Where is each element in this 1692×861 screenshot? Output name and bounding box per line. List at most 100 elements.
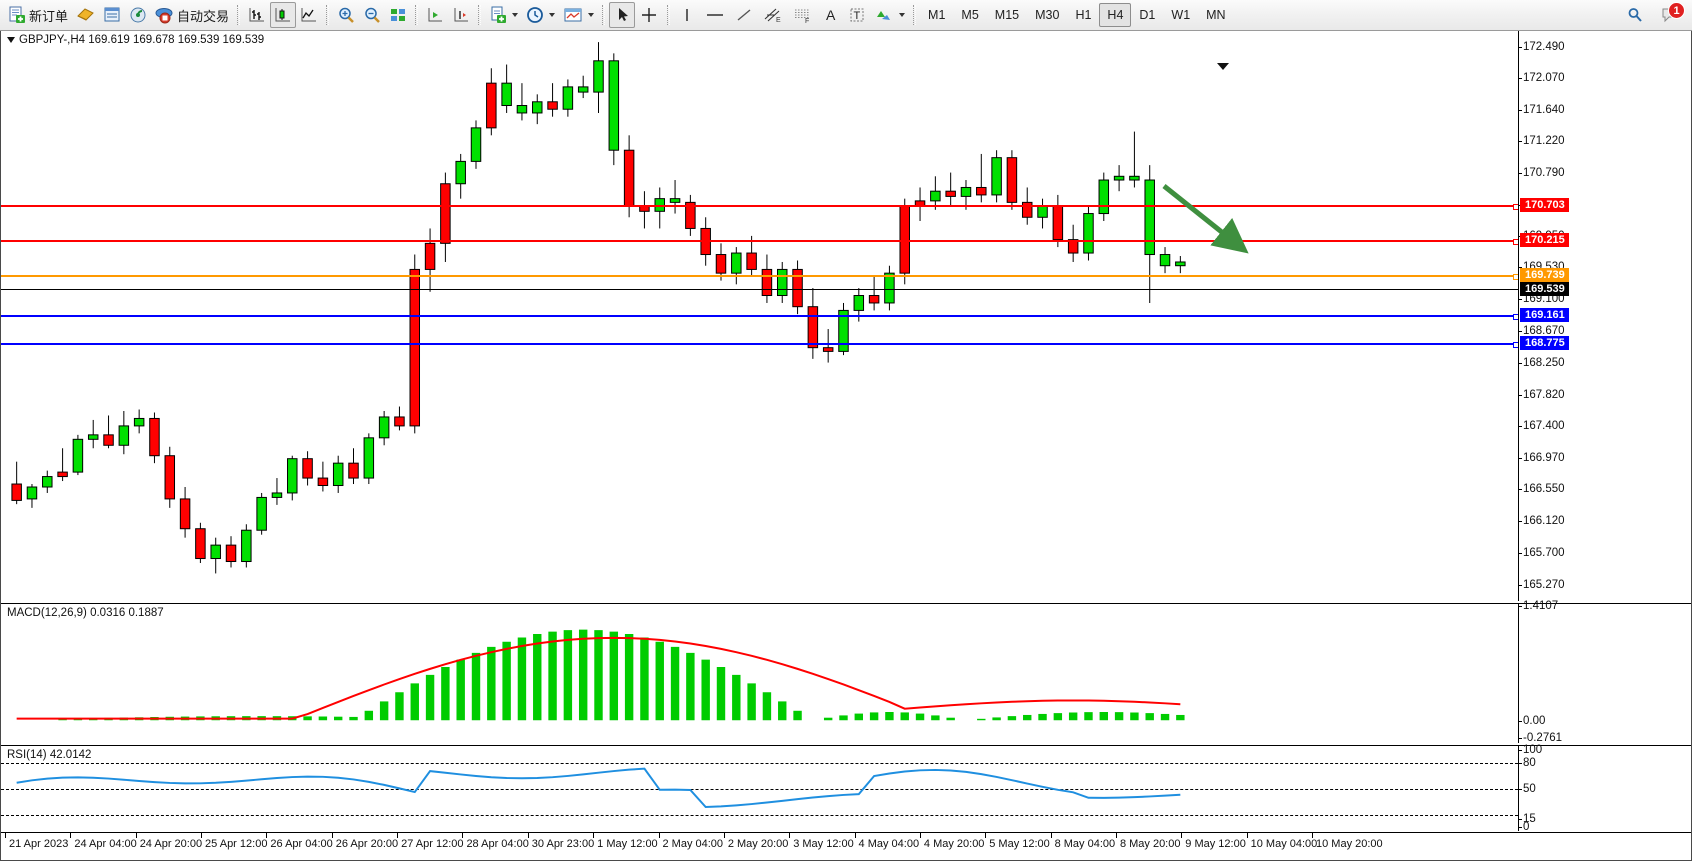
line-handle[interactable] xyxy=(1513,274,1518,280)
macd-pane[interactable]: MACD(12,26,9) 0.0316 0.1887 1.4107 0.00 -0… xyxy=(1,600,1691,744)
level-line-support-1[interactable] xyxy=(1,314,1518,320)
line-handle[interactable] xyxy=(1513,314,1518,320)
timeframe-mn[interactable]: MN xyxy=(1206,8,1226,22)
time-label: 8 May 04:00 xyxy=(1054,838,1116,850)
templates-icon xyxy=(564,8,582,22)
rsi-level-80 xyxy=(1,763,1518,764)
vertical-line-button[interactable] xyxy=(674,2,700,28)
signals-button[interactable] xyxy=(125,2,151,28)
price-plot-area[interactable] xyxy=(1,31,1518,601)
time-label: 3 May 12:00 xyxy=(793,838,854,850)
price-axis[interactable]: 172.490172.070171.640171.220170.790170.3… xyxy=(1518,31,1691,601)
time-label: 25 Apr 12:00 xyxy=(205,838,268,850)
auto-trading-button[interactable]: 自动交易 xyxy=(151,2,233,28)
price-tick: 168.250 xyxy=(1518,356,1565,369)
collapse-triangle-icon[interactable] xyxy=(7,36,15,43)
bar-chart-icon xyxy=(249,8,265,22)
toolbar-separator-6 xyxy=(667,5,671,25)
line-handle[interactable] xyxy=(1513,239,1518,245)
expert-advisor-button[interactable] xyxy=(72,2,99,28)
rsi-tick: 0 xyxy=(1517,821,1530,833)
macd-tick: 1.4107 xyxy=(1517,600,1559,612)
auto-trading-icon xyxy=(155,8,173,24)
candlestick-chart-button[interactable] xyxy=(270,2,297,28)
level-line-resistance-2[interactable] xyxy=(1,239,1518,245)
timeframe-m1[interactable]: M1 xyxy=(928,8,946,22)
zoom-in-button[interactable] xyxy=(333,2,359,28)
price-pane[interactable]: GBPJPY-,H4 169.619 169.678 169.539 169.5… xyxy=(1,31,1691,601)
down-trend-arrow-icon[interactable] xyxy=(1,31,1518,601)
period-button[interactable] xyxy=(522,2,559,28)
templates-dropdown-arrow-icon[interactable] xyxy=(588,13,595,17)
price-tick: 169.100 xyxy=(1518,293,1565,306)
period-clock-icon xyxy=(527,7,543,23)
line-handle[interactable] xyxy=(1513,204,1518,210)
add-indicator-button[interactable] xyxy=(485,2,522,28)
time-label: 21 Apr 2023 xyxy=(9,838,69,850)
chart-shift-button[interactable] xyxy=(448,2,474,28)
timeframe-m15[interactable]: M15 xyxy=(994,8,1020,22)
line-chart-button[interactable] xyxy=(296,2,322,28)
period-dropdown-arrow-icon[interactable] xyxy=(549,13,556,17)
price-tick: 172.490 xyxy=(1518,40,1565,53)
fibonacci-button[interactable]: F xyxy=(788,2,818,28)
equidistant-channel-button[interactable]: E xyxy=(758,2,788,28)
chart-container[interactable]: GBPJPY-,H4 169.619 169.678 169.539 169.5… xyxy=(0,31,1692,861)
timeframe-h4[interactable]: H4 xyxy=(1099,3,1132,27)
level-line-resistance-1[interactable] xyxy=(1,204,1518,210)
rsi-tick: 15 xyxy=(1518,813,1536,826)
chart-scroll-marker-icon xyxy=(1217,63,1229,70)
bar-chart-button[interactable] xyxy=(244,2,270,28)
search-button[interactable] xyxy=(1622,2,1648,28)
rsi-pane[interactable]: RSI(14) 42.0142 100 80 50 15 0 xyxy=(1,744,1691,833)
time-tick xyxy=(1115,833,1117,838)
level-line-pivot[interactable] xyxy=(1,274,1518,280)
rsi-tick: 100 xyxy=(1517,744,1543,756)
timeframe-d1[interactable]: D1 xyxy=(1139,8,1156,22)
time-label: 2 May 20:00 xyxy=(727,838,789,850)
price-tick: 167.820 xyxy=(1518,388,1565,401)
candlestick-chart-icon xyxy=(275,8,291,22)
notifications-button[interactable]: 1 xyxy=(1658,2,1685,26)
line-handle[interactable] xyxy=(1513,342,1518,348)
svg-text:T: T xyxy=(854,10,861,22)
new-order-button[interactable]: 新订单 xyxy=(4,2,72,28)
price-tick: 172.070 xyxy=(1518,71,1565,84)
indicator-dropdown-arrow-icon[interactable] xyxy=(512,13,519,17)
main-toolbar: 新订单 xyxy=(0,0,1692,31)
shapes-dropdown-arrow-icon[interactable] xyxy=(899,13,906,17)
rsi-plot-area[interactable] xyxy=(1,746,1518,831)
price-tick: 165.700 xyxy=(1518,546,1565,559)
horizontal-line-button[interactable] xyxy=(700,2,730,28)
cursor-button[interactable] xyxy=(609,2,636,28)
macd-plot-area[interactable] xyxy=(1,604,1518,743)
auto-scroll-button[interactable] xyxy=(422,2,448,28)
data-window-grid-button[interactable] xyxy=(385,2,411,28)
time-axis[interactable]: 21 Apr 2023 24 Apr 04:00 24 Apr 20:00 25 Ap… xyxy=(1,832,1691,860)
trendline-button[interactable] xyxy=(730,2,758,28)
level-line-current-price xyxy=(1,289,1518,290)
timeframe-m5[interactable]: M5 xyxy=(961,8,979,22)
zoom-out-button[interactable] xyxy=(359,2,385,28)
rsi-level-15 xyxy=(1,815,1518,816)
time-tick xyxy=(1050,833,1052,838)
price-tick: 166.970 xyxy=(1518,451,1565,464)
time-label: 2 May 04:00 xyxy=(662,838,724,850)
time-tick xyxy=(397,833,399,838)
level-line-support-2[interactable] xyxy=(1,342,1518,348)
timeframe-h1[interactable]: H1 xyxy=(1075,8,1092,22)
text-button[interactable]: A xyxy=(818,2,844,28)
timeframe-w1[interactable]: W1 xyxy=(1171,8,1191,22)
price-badge-resistance-2: 170.215 xyxy=(1520,233,1569,247)
svg-text:E: E xyxy=(776,17,781,24)
crosshair-button[interactable] xyxy=(635,2,663,28)
time-label: 24 Apr 20:00 xyxy=(139,838,203,850)
data-window-button[interactable] xyxy=(99,2,125,28)
expert-advisor-icon xyxy=(77,8,94,21)
shapes-button[interactable] xyxy=(870,2,909,28)
templates-button[interactable] xyxy=(559,2,598,28)
toolbar-separator-2 xyxy=(326,5,330,25)
text-label-button[interactable]: T xyxy=(844,2,870,28)
timeframe-m30[interactable]: M30 xyxy=(1035,8,1060,22)
macd-tick: 0.00 xyxy=(1517,715,1546,728)
